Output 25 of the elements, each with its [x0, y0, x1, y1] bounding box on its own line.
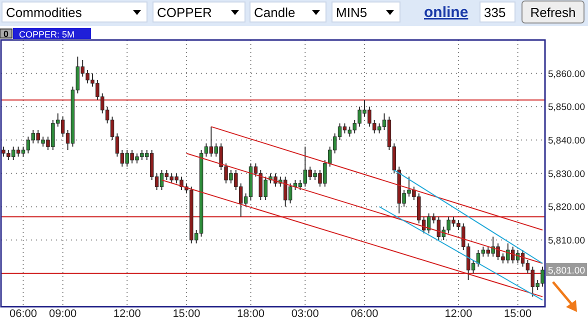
x-tick-label: 18:00 — [236, 308, 265, 320]
annotation: 5,801.00 — [548, 266, 585, 277]
text: Refresh — [530, 5, 576, 20]
x-tick-label: 15:00 — [504, 308, 532, 320]
text: 335 — [484, 5, 506, 20]
y-tick-label: 5,830.00 — [548, 168, 585, 180]
text: 0 — [3, 29, 9, 39]
x-tick-label: 06:00 — [9, 308, 38, 320]
y-tick-label: 5,860.00 — [548, 68, 585, 80]
text: Commodities — [6, 5, 82, 20]
y-tick-label: 5,850.00 — [548, 102, 585, 114]
x-tick-label: 06:00 — [350, 308, 378, 320]
text: MIN5 — [336, 5, 368, 20]
x-tick-label: 15:00 — [172, 308, 200, 320]
text: COPPER — [157, 5, 212, 20]
x-tick-label: 12:00 — [113, 308, 141, 320]
x-tick-label: 09:00 — [49, 308, 77, 320]
text: Candle — [254, 5, 296, 20]
text: online — [424, 4, 468, 21]
y-tick-label: 5,840.00 — [548, 136, 585, 147]
x-tick-label: 12:00 — [444, 308, 472, 320]
y-tick-label: 5,820.00 — [548, 202, 585, 214]
x-tick-label: 03:00 — [291, 308, 319, 320]
y-tick-label: 5,810.00 — [548, 236, 585, 247]
chart-title: COPPER: 5M — [19, 30, 75, 40]
